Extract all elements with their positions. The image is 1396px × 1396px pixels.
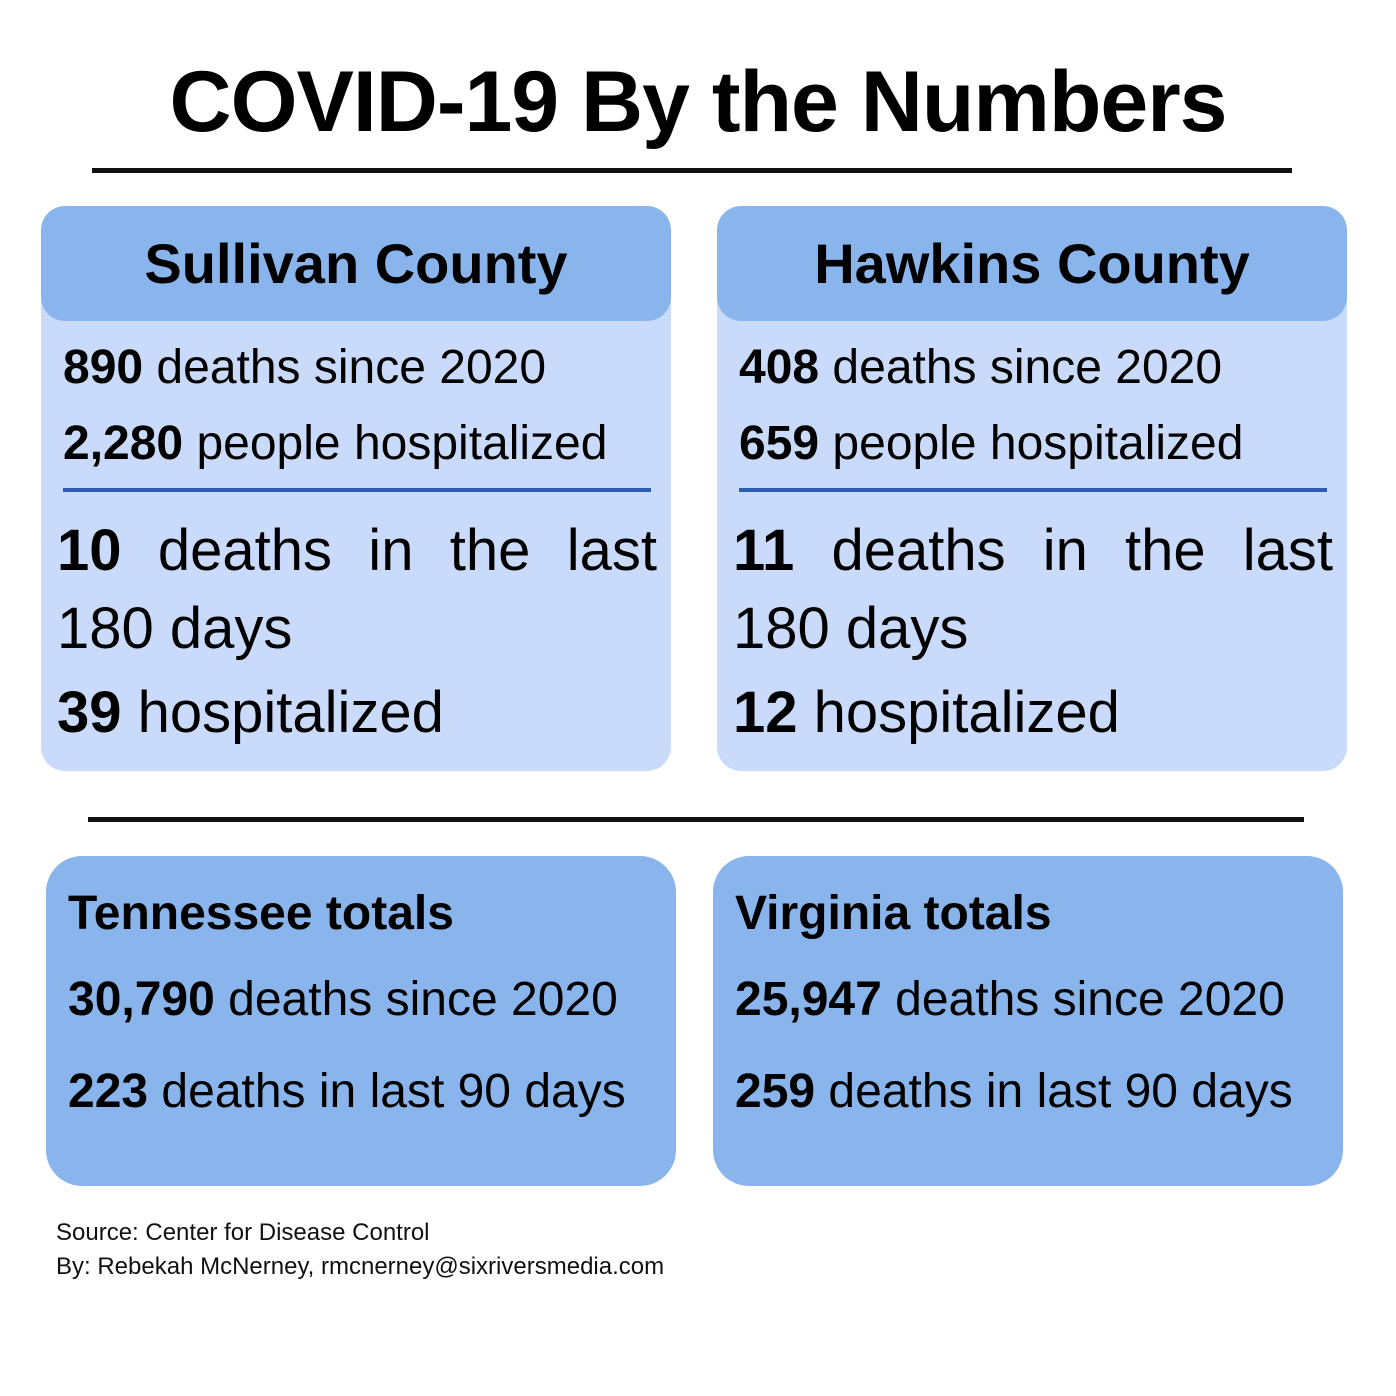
hospitalized-total: 2,280 people hospitalized: [63, 417, 608, 470]
section-divider: [739, 488, 1327, 492]
state-deaths-90-days: 223 deaths in last 90 days: [68, 1065, 626, 1118]
deaths-since-2020: 890 deaths since 2020: [63, 341, 547, 394]
state-title: Tennessee totals: [68, 887, 454, 940]
state-deaths-since-2020: 30,790 deaths since 2020: [68, 973, 618, 1026]
county-name: Sullivan County: [41, 206, 671, 321]
state-card-virginia: Virginia totals 25,947 deaths since 2020…: [713, 856, 1343, 1186]
footer: Source: Center for Disease Control By: R…: [56, 1216, 664, 1284]
title-rule: [92, 168, 1292, 173]
hospitalized-total: 659 people hospitalized: [739, 417, 1244, 470]
state-title: Virginia totals: [735, 887, 1052, 940]
source-credit: Source: Center for Disease Control: [56, 1219, 430, 1246]
section-divider: [63, 488, 651, 492]
section-rule: [88, 817, 1304, 822]
deaths-recent: 11 deaths in the last 180 days: [733, 518, 1333, 661]
deaths-since-2020: 408 deaths since 2020: [739, 341, 1223, 394]
county-card-hawkins: Hawkins County 408 deaths since 2020 659…: [717, 206, 1347, 771]
state-card-tennessee: Tennessee totals 30,790 deaths since 202…: [46, 856, 676, 1186]
state-deaths-since-2020: 25,947 deaths since 2020: [735, 973, 1285, 1026]
deaths-recent: 10 deaths in the last 180 days: [57, 518, 657, 661]
county-card-sullivan: Sullivan County 890 deaths since 2020 2,…: [41, 206, 671, 771]
state-deaths-90-days: 259 deaths in last 90 days: [735, 1065, 1293, 1118]
page-title: COVID-19 By the Numbers: [169, 54, 1227, 150]
byline: By: Rebekah McNerney, rmcnerney@sixriver…: [56, 1253, 665, 1280]
county-name: Hawkins County: [717, 206, 1347, 321]
hospitalized-recent: 39 hospitalized: [57, 680, 444, 745]
hospitalized-recent: 12 hospitalized: [733, 680, 1120, 745]
